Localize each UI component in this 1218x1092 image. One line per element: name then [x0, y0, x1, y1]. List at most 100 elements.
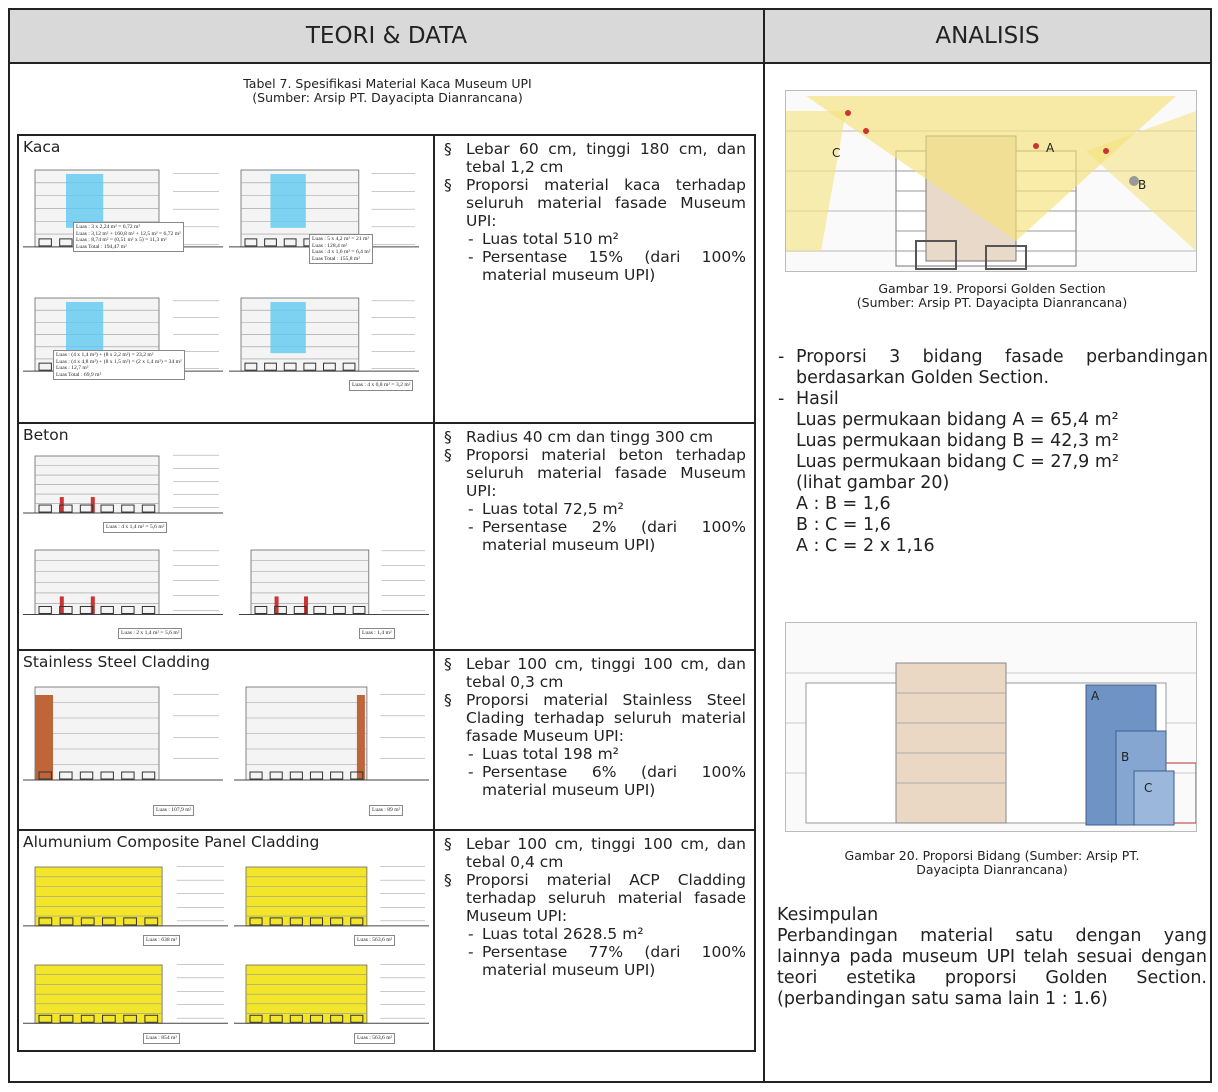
- sketch-part: [350, 917, 364, 926]
- sketch-part: [90, 596, 95, 615]
- area-labels: Luas : 854 m²: [143, 1033, 181, 1044]
- sketch-part: [38, 605, 52, 614]
- sketch-part: [289, 1014, 303, 1023]
- marker: §: [444, 655, 452, 673]
- sketch-part: [59, 238, 73, 247]
- drawing-image: [23, 536, 223, 640]
- sketch-part: [38, 238, 52, 247]
- conclusion-title: Kesimpulan: [777, 905, 879, 925]
- area-label: Luas : 4 x 1,6 m² = 6,4 m²: [312, 249, 371, 256]
- material-name: Kaca: [23, 138, 61, 156]
- sketch-part: [254, 605, 268, 614]
- area-labels: Luas : 3 x 2,24 m² = 6,72 m² Luas : 3,12 …: [73, 222, 184, 253]
- spec-item: - Luas total 198 m²: [444, 745, 746, 763]
- area-labels: Luas : 638 m²: [143, 935, 181, 946]
- sketch-part: [121, 504, 135, 513]
- sketch-part: [356, 695, 365, 780]
- sketch-part: [38, 771, 52, 780]
- area-labels: Luas : 4 x 0,8 m² = 3,2 m²: [349, 380, 414, 391]
- area-labels: Luas : 107,9 m²: [153, 805, 195, 816]
- sketch-part: [264, 362, 277, 371]
- area-labels: Luas : 89 m²: [369, 805, 404, 816]
- figure-20-image: [786, 623, 1196, 831]
- spec-text: Proporsi material Stainless Steel Cladin…: [466, 691, 746, 745]
- area-labels: Luas : 4 x 1,4 m² = 5,6 m²: [103, 522, 168, 533]
- area-label: Luas : 638 m²: [146, 937, 178, 943]
- spec-text: Persentase 2% (dari 100% material museum…: [482, 518, 746, 554]
- spec-text: Radius 40 cm dan tingg 300 cm: [466, 428, 714, 446]
- sketch-part: [144, 1014, 159, 1023]
- drawing-image: [234, 673, 429, 823]
- marker: -: [468, 763, 474, 781]
- area-label: Luas : 563,6 m²: [357, 1035, 393, 1041]
- area-labels: Luas : 563,6 m²: [354, 1033, 396, 1044]
- sketch-part: [66, 174, 104, 228]
- area-label: Luas : 854 m²: [146, 1035, 178, 1041]
- spec-item: - Persentase 15% (dari 100% material muse…: [444, 248, 746, 284]
- spec-text: Lebar 100 cm, tinggi 100 cm, dan tebal 0…: [466, 835, 746, 871]
- area-label: Luas : 3 x 2,24 m² = 6,72 m²: [76, 224, 140, 230]
- area-label: Luas : 4 x 1,4 m² = 5,6 m²: [106, 524, 165, 530]
- specifications: § Radius 40 cm dan tingg 300 cm § Proporsi …: [444, 428, 746, 554]
- header-right: ANALISIS: [765, 10, 1210, 64]
- sketch-part: [141, 504, 156, 513]
- column-divider: [433, 424, 435, 649]
- spec-item: - Persentase 2% (dari 100% material museu…: [444, 518, 746, 554]
- sketch-part: [38, 1014, 53, 1023]
- elevation-drawing: Luas : 3 x 2,24 m² = 6,72 m² Luas : 3,12 …: [23, 156, 223, 280]
- spec-text: Persentase 15% (dari 100% material museu…: [482, 248, 746, 284]
- marker: -: [468, 925, 474, 943]
- sketch-part: [80, 1014, 95, 1023]
- elevation-drawing: Luas : 638 m²: [23, 853, 228, 948]
- sketch-part: [283, 362, 297, 371]
- sketch-part: [304, 596, 309, 615]
- spec-item: § Lebar 100 cm, tinggi 100 cm, dan tebal …: [444, 655, 746, 691]
- drawing-image: [23, 951, 228, 1045]
- sketch-part: [80, 917, 95, 926]
- sketch-part: [289, 771, 303, 780]
- sketch-part: [100, 605, 114, 614]
- result-line: B : C = 1,6: [796, 515, 891, 535]
- caption-line: (Sumber: Arsip PT. Dayacipta Dianrancana…: [856, 295, 1128, 310]
- sketch-part: [274, 596, 279, 615]
- area-label: Luas : 89 m²: [372, 807, 401, 813]
- area-labels: Luas : 563,6 m²: [354, 935, 396, 946]
- result-line: Luas permukaan bidang A = 65,4 m²: [796, 410, 1119, 430]
- figure-label: C: [1144, 781, 1153, 795]
- area-labels: Luas : 5 x 4,2 m² = 21 m² Luas : 128,4 m²…: [309, 234, 374, 265]
- elevation-drawing: Luas : 2 x 1,4 m² = 5,6 m²: [23, 536, 223, 640]
- sketch-part: [249, 917, 263, 926]
- sketch-part: [303, 362, 317, 371]
- spec-text: Luas total 2628.5 m²: [482, 925, 644, 943]
- sketch-part: [352, 605, 366, 614]
- marker: -: [468, 230, 474, 248]
- spec-text: Luas total 198 m²: [482, 745, 619, 763]
- table-row: Stainless Steel Cladding Luas : 107,9 m² L…: [19, 651, 754, 831]
- sketch-part: [38, 504, 52, 513]
- figure-19-caption: Gambar 19. Proporsi Golden Section (Sumb…: [772, 282, 1212, 310]
- sketch-part: [35, 695, 53, 780]
- area-label: Luas : 1,4 m²: [362, 630, 392, 636]
- sketch-part: [309, 771, 324, 780]
- spec-item: - Luas total 72,5 m²: [444, 500, 746, 518]
- spec-text: Persentase 77% (dari 100% material museu…: [482, 943, 746, 979]
- sketch-part: [79, 605, 94, 614]
- figure-label: A: [1091, 689, 1100, 703]
- spec-item: § Proporsi material Stainless Steel Cladi…: [444, 691, 746, 745]
- marker: -: [468, 248, 474, 266]
- sketch-part: [38, 362, 52, 371]
- sketch-part: [269, 1014, 283, 1023]
- figure-20-caption: Gambar 20. Proporsi Bidang (Sumber: Arsi…: [772, 849, 1212, 877]
- table-caption: Tabel 7. Spesifikasi Material Kaca Museu…: [20, 77, 755, 105]
- sketch-part: [141, 771, 156, 780]
- figure-19-image: [786, 91, 1196, 271]
- sketch-part: [59, 504, 73, 513]
- table-row: Kaca Luas : 3 x 2,24 m² = 6,72 m² Luas : 3…: [19, 136, 754, 424]
- marker: -: [468, 943, 474, 961]
- elevation-drawing: Luas : 1,4 m²: [239, 536, 429, 640]
- elevation-drawing: Luas : 4 x 0,8 m² = 3,2 m²: [229, 284, 419, 402]
- marker: §: [444, 691, 452, 709]
- drawing-image: [23, 853, 228, 948]
- sketch-part: [270, 302, 306, 354]
